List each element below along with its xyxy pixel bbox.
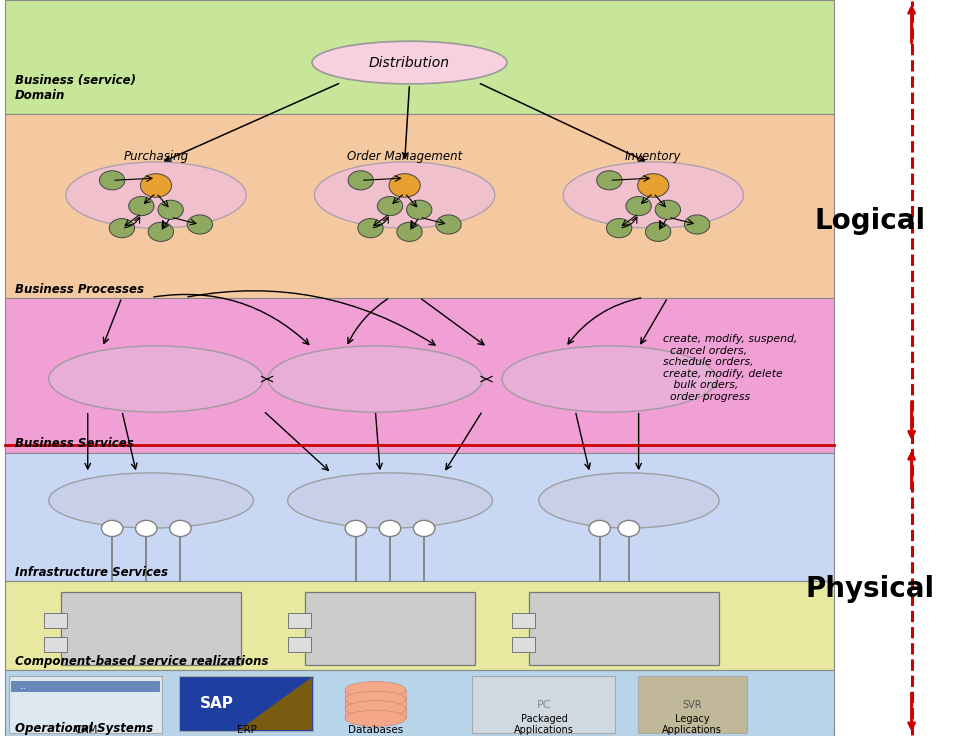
Bar bbox=[345, 690, 406, 699]
FancyBboxPatch shape bbox=[44, 613, 67, 629]
Ellipse shape bbox=[288, 473, 492, 528]
Text: create, modify, suspend,
  cancel orders,
schedule orders,
create, modify, delet: create, modify, suspend, cancel orders, … bbox=[663, 334, 798, 402]
Circle shape bbox=[358, 219, 383, 238]
Ellipse shape bbox=[538, 473, 720, 528]
Text: Logical: Logical bbox=[814, 207, 925, 235]
Text: Business (service)
Domain: Business (service) Domain bbox=[15, 74, 136, 102]
Text: Packaged
Applications: Packaged Applications bbox=[514, 714, 574, 735]
Ellipse shape bbox=[49, 473, 254, 528]
Bar bbox=[5, 114, 834, 298]
FancyBboxPatch shape bbox=[288, 613, 311, 629]
Bar bbox=[5, 298, 834, 453]
Bar bbox=[5, 581, 834, 670]
Text: SAP: SAP bbox=[200, 696, 233, 711]
Text: Operational Systems: Operational Systems bbox=[15, 721, 153, 735]
Text: Physical: Physical bbox=[805, 575, 934, 603]
Text: PC: PC bbox=[537, 700, 551, 710]
Circle shape bbox=[655, 200, 681, 219]
FancyBboxPatch shape bbox=[288, 637, 311, 652]
Ellipse shape bbox=[66, 162, 246, 228]
Text: Purchasing: Purchasing bbox=[124, 150, 188, 163]
Text: ...: ... bbox=[20, 684, 26, 690]
Circle shape bbox=[618, 520, 640, 537]
Circle shape bbox=[345, 520, 367, 537]
Circle shape bbox=[187, 215, 213, 234]
Ellipse shape bbox=[345, 710, 406, 726]
Circle shape bbox=[589, 520, 610, 537]
Ellipse shape bbox=[312, 41, 507, 84]
FancyBboxPatch shape bbox=[9, 676, 162, 733]
FancyBboxPatch shape bbox=[11, 681, 159, 691]
Circle shape bbox=[158, 200, 183, 219]
Ellipse shape bbox=[502, 346, 717, 412]
Circle shape bbox=[645, 222, 671, 241]
Text: Order Management: Order Management bbox=[347, 150, 462, 163]
Circle shape bbox=[377, 197, 403, 216]
FancyBboxPatch shape bbox=[305, 592, 475, 665]
Circle shape bbox=[170, 520, 191, 537]
Text: Distribution: Distribution bbox=[369, 55, 450, 70]
FancyBboxPatch shape bbox=[44, 637, 67, 652]
Ellipse shape bbox=[564, 162, 743, 228]
Text: CRM: CRM bbox=[74, 725, 98, 735]
Polygon shape bbox=[239, 677, 312, 730]
Circle shape bbox=[684, 215, 710, 234]
Ellipse shape bbox=[268, 346, 483, 412]
Circle shape bbox=[389, 174, 420, 197]
Circle shape bbox=[413, 520, 435, 537]
Circle shape bbox=[606, 219, 632, 238]
Circle shape bbox=[638, 174, 669, 197]
FancyBboxPatch shape bbox=[61, 592, 241, 665]
Circle shape bbox=[436, 215, 461, 234]
Circle shape bbox=[101, 520, 123, 537]
Circle shape bbox=[99, 171, 125, 190]
Text: Component-based service realizations: Component-based service realizations bbox=[15, 655, 268, 668]
Circle shape bbox=[148, 222, 174, 241]
Circle shape bbox=[140, 174, 172, 197]
Text: Business Services: Business Services bbox=[15, 437, 134, 450]
Ellipse shape bbox=[345, 682, 406, 698]
Bar bbox=[5, 670, 834, 736]
Text: Inventory: Inventory bbox=[625, 150, 682, 163]
FancyBboxPatch shape bbox=[472, 676, 615, 733]
FancyBboxPatch shape bbox=[512, 613, 535, 629]
Bar bbox=[345, 709, 406, 718]
Circle shape bbox=[397, 222, 422, 241]
Ellipse shape bbox=[345, 701, 406, 717]
Text: Infrastructure Services: Infrastructure Services bbox=[15, 566, 168, 579]
Bar bbox=[5, 0, 834, 114]
FancyBboxPatch shape bbox=[638, 676, 747, 733]
Text: Databases: Databases bbox=[348, 725, 403, 735]
Bar bbox=[5, 453, 834, 581]
Ellipse shape bbox=[345, 691, 406, 707]
Ellipse shape bbox=[49, 346, 263, 412]
Circle shape bbox=[379, 520, 401, 537]
Text: Business Processes: Business Processes bbox=[15, 283, 143, 296]
Text: SVR: SVR bbox=[682, 700, 702, 710]
Bar bbox=[345, 699, 406, 709]
Circle shape bbox=[109, 219, 135, 238]
Ellipse shape bbox=[314, 162, 494, 228]
Circle shape bbox=[626, 197, 651, 216]
FancyBboxPatch shape bbox=[512, 637, 535, 652]
Circle shape bbox=[348, 171, 373, 190]
Circle shape bbox=[129, 197, 154, 216]
Circle shape bbox=[597, 171, 622, 190]
Circle shape bbox=[136, 520, 157, 537]
FancyBboxPatch shape bbox=[179, 676, 313, 731]
Text: Legacy
Applications: Legacy Applications bbox=[662, 714, 722, 735]
FancyBboxPatch shape bbox=[529, 592, 719, 665]
Text: ERP: ERP bbox=[237, 725, 256, 735]
Circle shape bbox=[407, 200, 432, 219]
